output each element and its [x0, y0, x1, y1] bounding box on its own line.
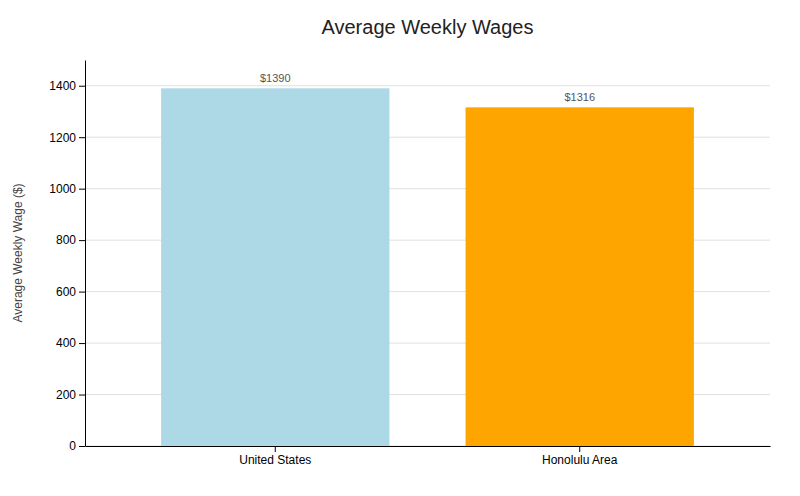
data-label: $1390 [260, 72, 291, 84]
data-labels: $1390 $1316 [260, 72, 595, 103]
grid-line [85, 85, 770, 86]
data-label: $1316 [564, 91, 595, 103]
x-tick-label: United States [239, 453, 311, 467]
y-tick-label: 1000 [49, 182, 76, 196]
y-tick: 0 [69, 439, 85, 453]
x-tick-label: Honolulu Area [542, 453, 618, 467]
bars [161, 88, 694, 446]
y-tick-label: 400 [56, 336, 76, 350]
y-axis-title: Average Weekly Wage ($) [11, 183, 25, 322]
y-tick-mark [79, 446, 85, 447]
y-tick-label: 200 [56, 388, 76, 402]
y-tick-mark [79, 86, 85, 87]
chart-container: 0 200 400 600 800 1000 1200 1400 United States Ho… [0, 0, 800, 496]
y-tick-mark [79, 395, 85, 396]
x-tick-mark [275, 446, 276, 452]
y-tick: 400 [56, 336, 85, 350]
y-tick: 1000 [49, 182, 85, 196]
y-tick: 800 [56, 233, 85, 247]
y-tick-mark [79, 189, 85, 190]
y-tick-mark [79, 240, 85, 241]
chart-svg: 0 200 400 600 800 1000 1200 1400 United States Ho… [0, 0, 800, 496]
y-tick-label: 800 [56, 233, 76, 247]
x-tick: United States [239, 446, 311, 467]
y-tick: 600 [56, 285, 85, 299]
x-axis-line [86, 446, 771, 447]
bar [161, 88, 389, 446]
y-tick-mark [79, 343, 85, 344]
y-tick-label: 0 [69, 439, 76, 453]
x-tick-mark [579, 446, 580, 452]
grid [85, 86, 770, 446]
y-tick-label: 1400 [49, 79, 76, 93]
title: Average Weekly Wages [322, 16, 534, 38]
y-tick-label: 600 [56, 285, 76, 299]
y-tick: 1200 [49, 131, 85, 145]
y-tick: 200 [56, 388, 85, 402]
y-axis: 0 200 400 600 800 1000 1200 1400 [49, 61, 85, 454]
y-axis-line [85, 61, 86, 447]
y-tick-mark [79, 292, 85, 293]
x-axis: United States Honolulu Area [86, 446, 771, 467]
y-tick-mark [79, 137, 85, 138]
plot-area: 0 200 400 600 800 1000 1200 1400 United States Ho… [49, 61, 770, 467]
y-tick-label: 1200 [49, 131, 76, 145]
bar [466, 107, 694, 446]
x-tick: Honolulu Area [542, 446, 618, 467]
y-tick: 1400 [49, 79, 85, 93]
